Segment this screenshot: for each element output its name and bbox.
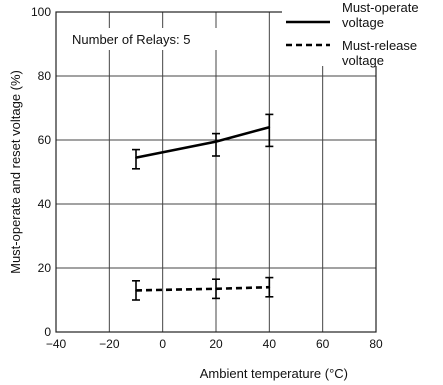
y-tick-label: 100 [31,5,51,19]
legend-background [282,4,442,66]
error-bar-must-operate-voltage [132,148,140,170]
legend-label-must-release-1: Must-release [342,38,417,53]
series-layer [132,113,274,301]
data-point-must-operate-voltage [268,126,271,128]
data-point-must-operate-voltage [135,156,137,159]
y-tick-label: 60 [38,133,52,147]
data-point-must-operate-voltage [215,140,217,143]
series-line-must-operate-voltage [135,125,270,159]
y-tick-label: 80 [38,69,52,83]
y-tick-label: 40 [38,197,52,211]
x-tick-label: 40 [263,337,277,351]
legend-label-must-operate-1: Must-operate [342,0,419,15]
error-bar-must-operate-voltage [212,132,220,157]
y-tick-label: 20 [38,261,52,275]
data-point-must-release-voltage [268,286,271,289]
x-tick-label: −40 [46,337,67,351]
y-axis-label: Must-operate and reset voltage (%) [8,70,23,274]
annotation-background [70,28,252,50]
y-tick-label: 0 [44,325,51,339]
data-point-must-release-voltage [135,289,137,292]
x-tick-label: −20 [99,337,120,351]
error-bar-must-operate-voltage [265,113,274,148]
plot-frame [55,11,377,333]
legend-label-must-release-2: voltage [342,53,384,68]
x-tick-label: 80 [369,337,383,351]
data-point-must-release-voltage [215,288,217,290]
series-line-must-release-voltage [135,285,270,292]
tick-labels: −40 −20 0 20 40 60 80 0 20 40 60 80 100 [31,5,383,351]
x-tick-label: 20 [209,337,223,351]
x-axis-label: Ambient temperature (°C) [200,366,348,381]
legend: Must-operate voltage Must-release voltag… [282,0,442,68]
x-tick-label: 0 [159,337,166,351]
legend-label-must-operate-2: voltage [342,15,384,30]
annotation-text: Number of Relays: 5 [72,32,191,47]
x-tick-label: 60 [316,337,330,351]
